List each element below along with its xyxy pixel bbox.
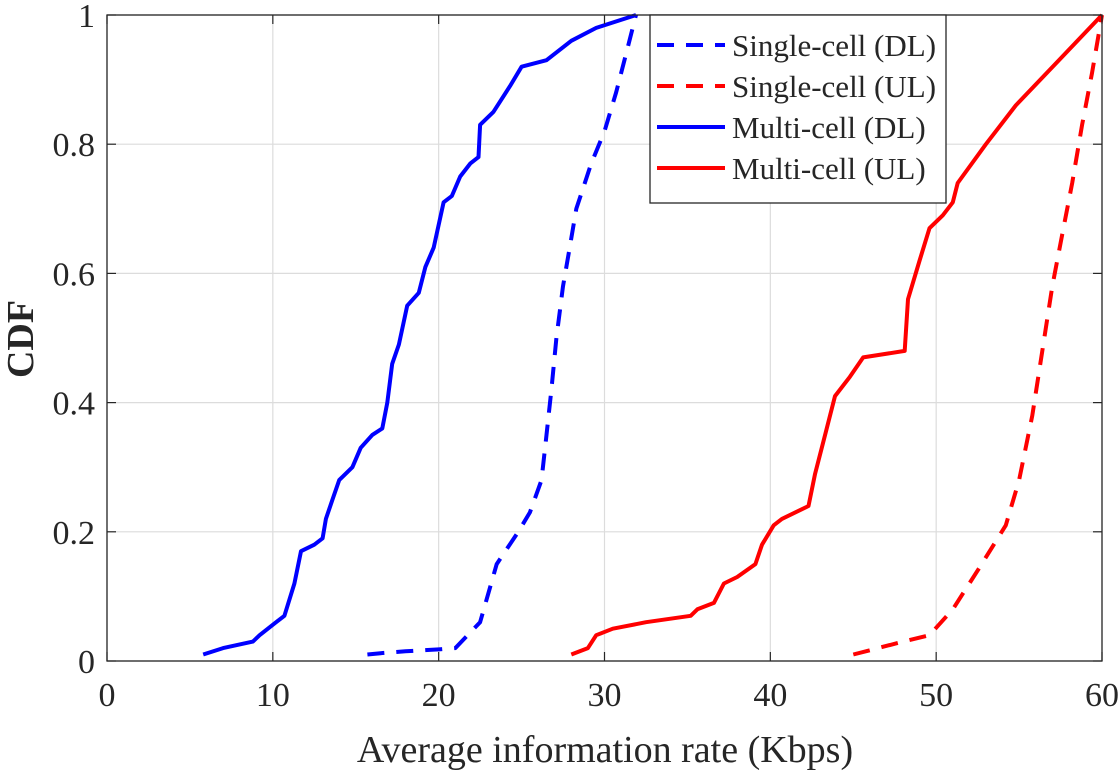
series-line-multi-cell-dl [202, 13, 637, 657]
series-layer [202, 13, 1104, 657]
x-tick-label: 40 [753, 677, 787, 714]
y-tick-label: 0.4 [53, 386, 96, 423]
legend-label: Single-cell (DL) [732, 28, 936, 63]
y-tick-label: 1 [78, 0, 95, 35]
y-tick-label: 0.6 [53, 256, 96, 293]
x-tick-label: 0 [99, 677, 116, 714]
series-line-single-cell-ul [852, 14, 1104, 657]
legend: Single-cell (DL) Single-cell (UL) Multi-ce… [649, 14, 947, 204]
x-tick-label: 10 [256, 677, 290, 714]
x-tick-label: 30 [588, 677, 622, 714]
y-tick-label: 0 [78, 644, 95, 681]
y-axis-label: CDF [0, 300, 42, 378]
x-tick-label: 60 [1085, 677, 1119, 714]
y-tick-label: 0.2 [53, 515, 96, 552]
ticks: 0 10 20 30 40 50 60 0 0.2 0.4 0.6 0.8 1 [53, 0, 1120, 714]
x-axis-label: Average information rate (Kbps) [357, 729, 853, 771]
y-tick-label: 0.8 [53, 127, 96, 164]
x-tick-label: 20 [422, 677, 456, 714]
series-line-single-cell-dl [367, 14, 638, 657]
series-line-multi-cell-ul [570, 13, 1104, 657]
x-tick-label: 50 [919, 677, 953, 714]
legend-label: Single-cell (UL) [732, 69, 936, 104]
legend-label: Multi-cell (UL) [732, 151, 926, 186]
legend-label: Multi-cell (DL) [732, 110, 926, 145]
